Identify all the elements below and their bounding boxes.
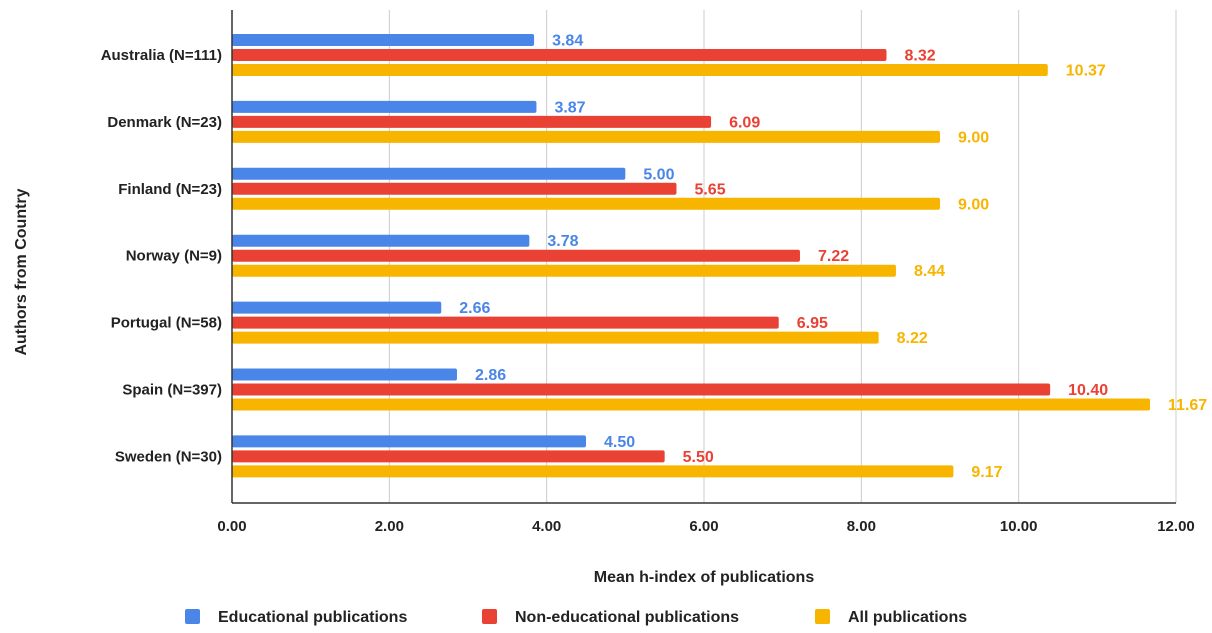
legend-swatch — [482, 609, 497, 624]
bar — [232, 34, 535, 46]
bar — [232, 115, 712, 128]
bar — [232, 450, 665, 463]
bar — [232, 435, 586, 448]
data-label: 9.00 — [958, 196, 989, 213]
data-label: 3.84 — [552, 33, 583, 50]
bar — [232, 49, 887, 61]
data-label: 5.50 — [683, 449, 714, 466]
data-label: 2.66 — [459, 300, 490, 317]
value-labels: 3.84 8.32 10.37 3.87 6.09 9.00 5.00 5.65 9.00 3.7… — [459, 33, 1207, 481]
data-label: 10.37 — [1066, 63, 1106, 80]
bar — [232, 316, 779, 329]
bar — [232, 368, 457, 381]
bars — [232, 34, 1151, 478]
y-tick-label: Denmark (N=23) — [107, 114, 222, 131]
axes — [231, 10, 1176, 504]
bar — [232, 465, 954, 478]
data-label: 8.32 — [905, 48, 936, 65]
bar — [232, 264, 896, 277]
data-label: 11.67 — [1168, 397, 1207, 414]
legend-label: Non-educational publications — [515, 609, 739, 626]
y-tick-label: Spain (N=397) — [122, 382, 222, 399]
bar — [232, 398, 1151, 411]
legend-label: Educational publications — [218, 609, 407, 626]
data-label: 9.17 — [971, 464, 1002, 481]
x-tick-label: 2.00 — [375, 518, 404, 535]
legend-swatch — [185, 609, 200, 624]
x-tick-label: 8.00 — [847, 518, 876, 535]
data-label: 2.86 — [475, 367, 506, 384]
data-label: 7.22 — [818, 248, 849, 265]
data-label: 3.78 — [547, 233, 578, 250]
bar — [232, 249, 800, 262]
bar — [232, 182, 677, 195]
data-label: 6.09 — [729, 114, 760, 131]
legend-label: All publications — [848, 609, 967, 626]
data-label: 9.00 — [958, 129, 989, 146]
bar — [232, 167, 626, 180]
data-label: 5.00 — [643, 166, 674, 183]
x-tick-label: 6.00 — [689, 518, 718, 535]
y-tick-label: Sweden (N=30) — [115, 448, 222, 465]
bar — [232, 130, 940, 143]
data-label: 3.87 — [554, 99, 585, 116]
bar — [232, 234, 530, 247]
bar — [232, 197, 940, 210]
x-tick-labels: 0.00 2.00 4.00 6.00 8.00 10.00 12.00 — [217, 518, 1194, 535]
y-axis-title: Authors from Country — [13, 188, 30, 355]
data-label: 10.40 — [1068, 382, 1108, 399]
x-tick-label: 0.00 — [217, 518, 246, 535]
data-label: 8.44 — [914, 263, 945, 280]
data-label: 6.95 — [797, 315, 828, 332]
y-tick-labels: Australia (N=111) Denmark (N=23) Finland (… — [101, 47, 222, 465]
data-label: 8.22 — [897, 330, 928, 347]
x-tick-label: 10.00 — [1000, 518, 1038, 535]
data-label: 4.50 — [604, 434, 635, 451]
x-tick-label: 12.00 — [1157, 518, 1195, 535]
bar — [232, 301, 442, 314]
bar — [232, 64, 1048, 76]
x-tick-label: 4.00 — [532, 518, 561, 535]
legend-swatch — [815, 609, 830, 624]
x-axis-title: Mean h-index of publications — [594, 569, 815, 586]
legend: Educational publications Non-educational … — [185, 609, 967, 626]
bar — [232, 331, 879, 344]
y-tick-label: Australia (N=111) — [101, 47, 222, 64]
data-label: 5.65 — [694, 181, 725, 198]
y-tick-label: Finland (N=23) — [118, 181, 222, 198]
y-tick-label: Portugal (N=58) — [111, 315, 222, 332]
bar — [232, 100, 537, 113]
y-tick-label: Norway (N=9) — [126, 248, 222, 265]
bar — [232, 383, 1051, 396]
